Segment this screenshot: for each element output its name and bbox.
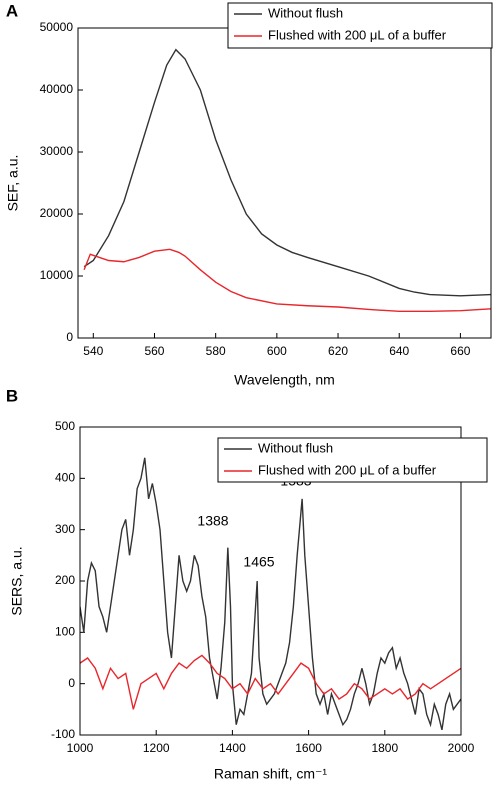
x-tick-label: 560 <box>144 344 164 358</box>
y-tick-label: 0 <box>66 330 73 344</box>
y-tick-label: 0 <box>68 676 75 690</box>
peak-annotation: 1388 <box>197 513 228 529</box>
y-tick-label: 500 <box>55 419 75 433</box>
legend-box <box>217 437 488 483</box>
y-tick-label: 20000 <box>40 206 74 220</box>
x-axis-title: Wavelength, nm <box>234 372 335 388</box>
y-tick-label: 100 <box>55 625 75 639</box>
x-axis-title: Raman shift, cm⁻¹ <box>214 766 328 782</box>
data-line <box>80 654 461 710</box>
x-tick-label: 2000 <box>448 741 475 755</box>
legend-label: Without flush <box>268 5 343 20</box>
peak-annotation: 1465 <box>243 554 274 570</box>
y-tick-label: 40000 <box>40 82 74 96</box>
legend-label: Without flush <box>258 440 333 455</box>
y-tick-label: 10000 <box>40 268 74 282</box>
plot-frame <box>79 426 462 736</box>
plot-frame <box>77 27 492 339</box>
x-tick-label: 1600 <box>295 741 322 755</box>
x-tick-label: 540 <box>83 344 103 358</box>
x-tick-label: 660 <box>450 344 470 358</box>
y-axis-title: SERS, a.u. <box>9 546 25 615</box>
legend-box <box>227 2 493 49</box>
x-tick-label: 580 <box>206 344 226 358</box>
y-tick-label: -100 <box>51 727 75 741</box>
legend-label: Flushed with 200 μL of a buffer <box>258 462 437 477</box>
y-tick-label: 400 <box>55 471 75 485</box>
x-tick-label: 1000 <box>67 741 94 755</box>
x-tick-label: 1800 <box>371 741 398 755</box>
panel-label: B <box>6 386 18 405</box>
x-tick-label: 640 <box>389 344 409 358</box>
x-tick-label: 600 <box>267 344 287 358</box>
data-line <box>83 248 491 313</box>
y-tick-label: 50000 <box>40 20 74 34</box>
legend-label: Flushed with 200 μL of a buffer <box>268 27 447 42</box>
x-tick-label: 1400 <box>219 741 246 755</box>
y-tick-label: 200 <box>55 573 75 587</box>
y-tick-label: 300 <box>55 522 75 536</box>
y-tick-label: 30000 <box>40 144 74 158</box>
x-tick-label: 620 <box>328 344 348 358</box>
y-axis-title: SEF, a.u. <box>5 155 21 212</box>
data-line <box>80 457 461 731</box>
x-tick-label: 1200 <box>143 741 170 755</box>
panel-label: A <box>6 1 18 20</box>
data-line <box>83 48 491 297</box>
